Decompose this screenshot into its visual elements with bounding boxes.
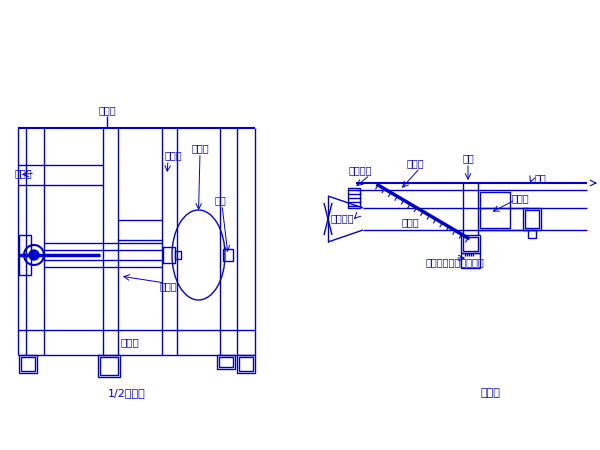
Bar xyxy=(163,247,175,263)
Bar xyxy=(348,188,360,208)
Bar xyxy=(461,235,480,253)
Bar xyxy=(21,357,35,371)
Text: 斜拉索: 斜拉索 xyxy=(406,158,424,168)
Bar xyxy=(523,208,541,230)
Bar xyxy=(480,192,510,228)
Bar xyxy=(100,357,118,375)
Bar xyxy=(19,355,37,373)
Text: 主纵梁: 主纵梁 xyxy=(121,338,139,347)
Text: 挂腿: 挂腿 xyxy=(462,153,474,163)
Text: 后锚: 后锚 xyxy=(215,195,227,205)
Bar xyxy=(19,235,31,275)
Text: 桥面: 桥面 xyxy=(534,173,546,183)
Bar xyxy=(217,355,235,369)
Text: 张拉机构: 张拉机构 xyxy=(330,213,354,223)
Text: 牵引装置: 牵引装置 xyxy=(348,165,372,175)
Bar xyxy=(175,251,181,259)
Text: 连续梁: 连续梁 xyxy=(191,143,209,153)
Bar xyxy=(239,357,253,371)
Text: 次纵梁: 次纵梁 xyxy=(160,281,178,291)
Bar xyxy=(463,237,478,251)
Text: 主纵梁: 主纵梁 xyxy=(401,217,419,227)
Text: 标高调节机构、行走轮: 标高调节机构、行走轮 xyxy=(425,257,484,267)
Bar xyxy=(525,210,539,228)
Bar xyxy=(237,355,255,373)
Circle shape xyxy=(29,250,39,260)
Text: 立面图: 立面图 xyxy=(480,388,500,398)
Text: 止推器: 止推器 xyxy=(511,193,529,203)
Text: 前横梁: 前横梁 xyxy=(15,168,32,178)
Bar xyxy=(98,355,120,377)
Bar xyxy=(219,357,233,367)
Text: 1/2平面图: 1/2平面图 xyxy=(108,388,146,398)
Bar xyxy=(461,253,480,268)
Bar xyxy=(223,249,233,261)
Bar xyxy=(528,230,536,238)
Text: 中横梁: 中横梁 xyxy=(98,105,116,115)
Text: 后横梁: 后横梁 xyxy=(165,150,182,160)
